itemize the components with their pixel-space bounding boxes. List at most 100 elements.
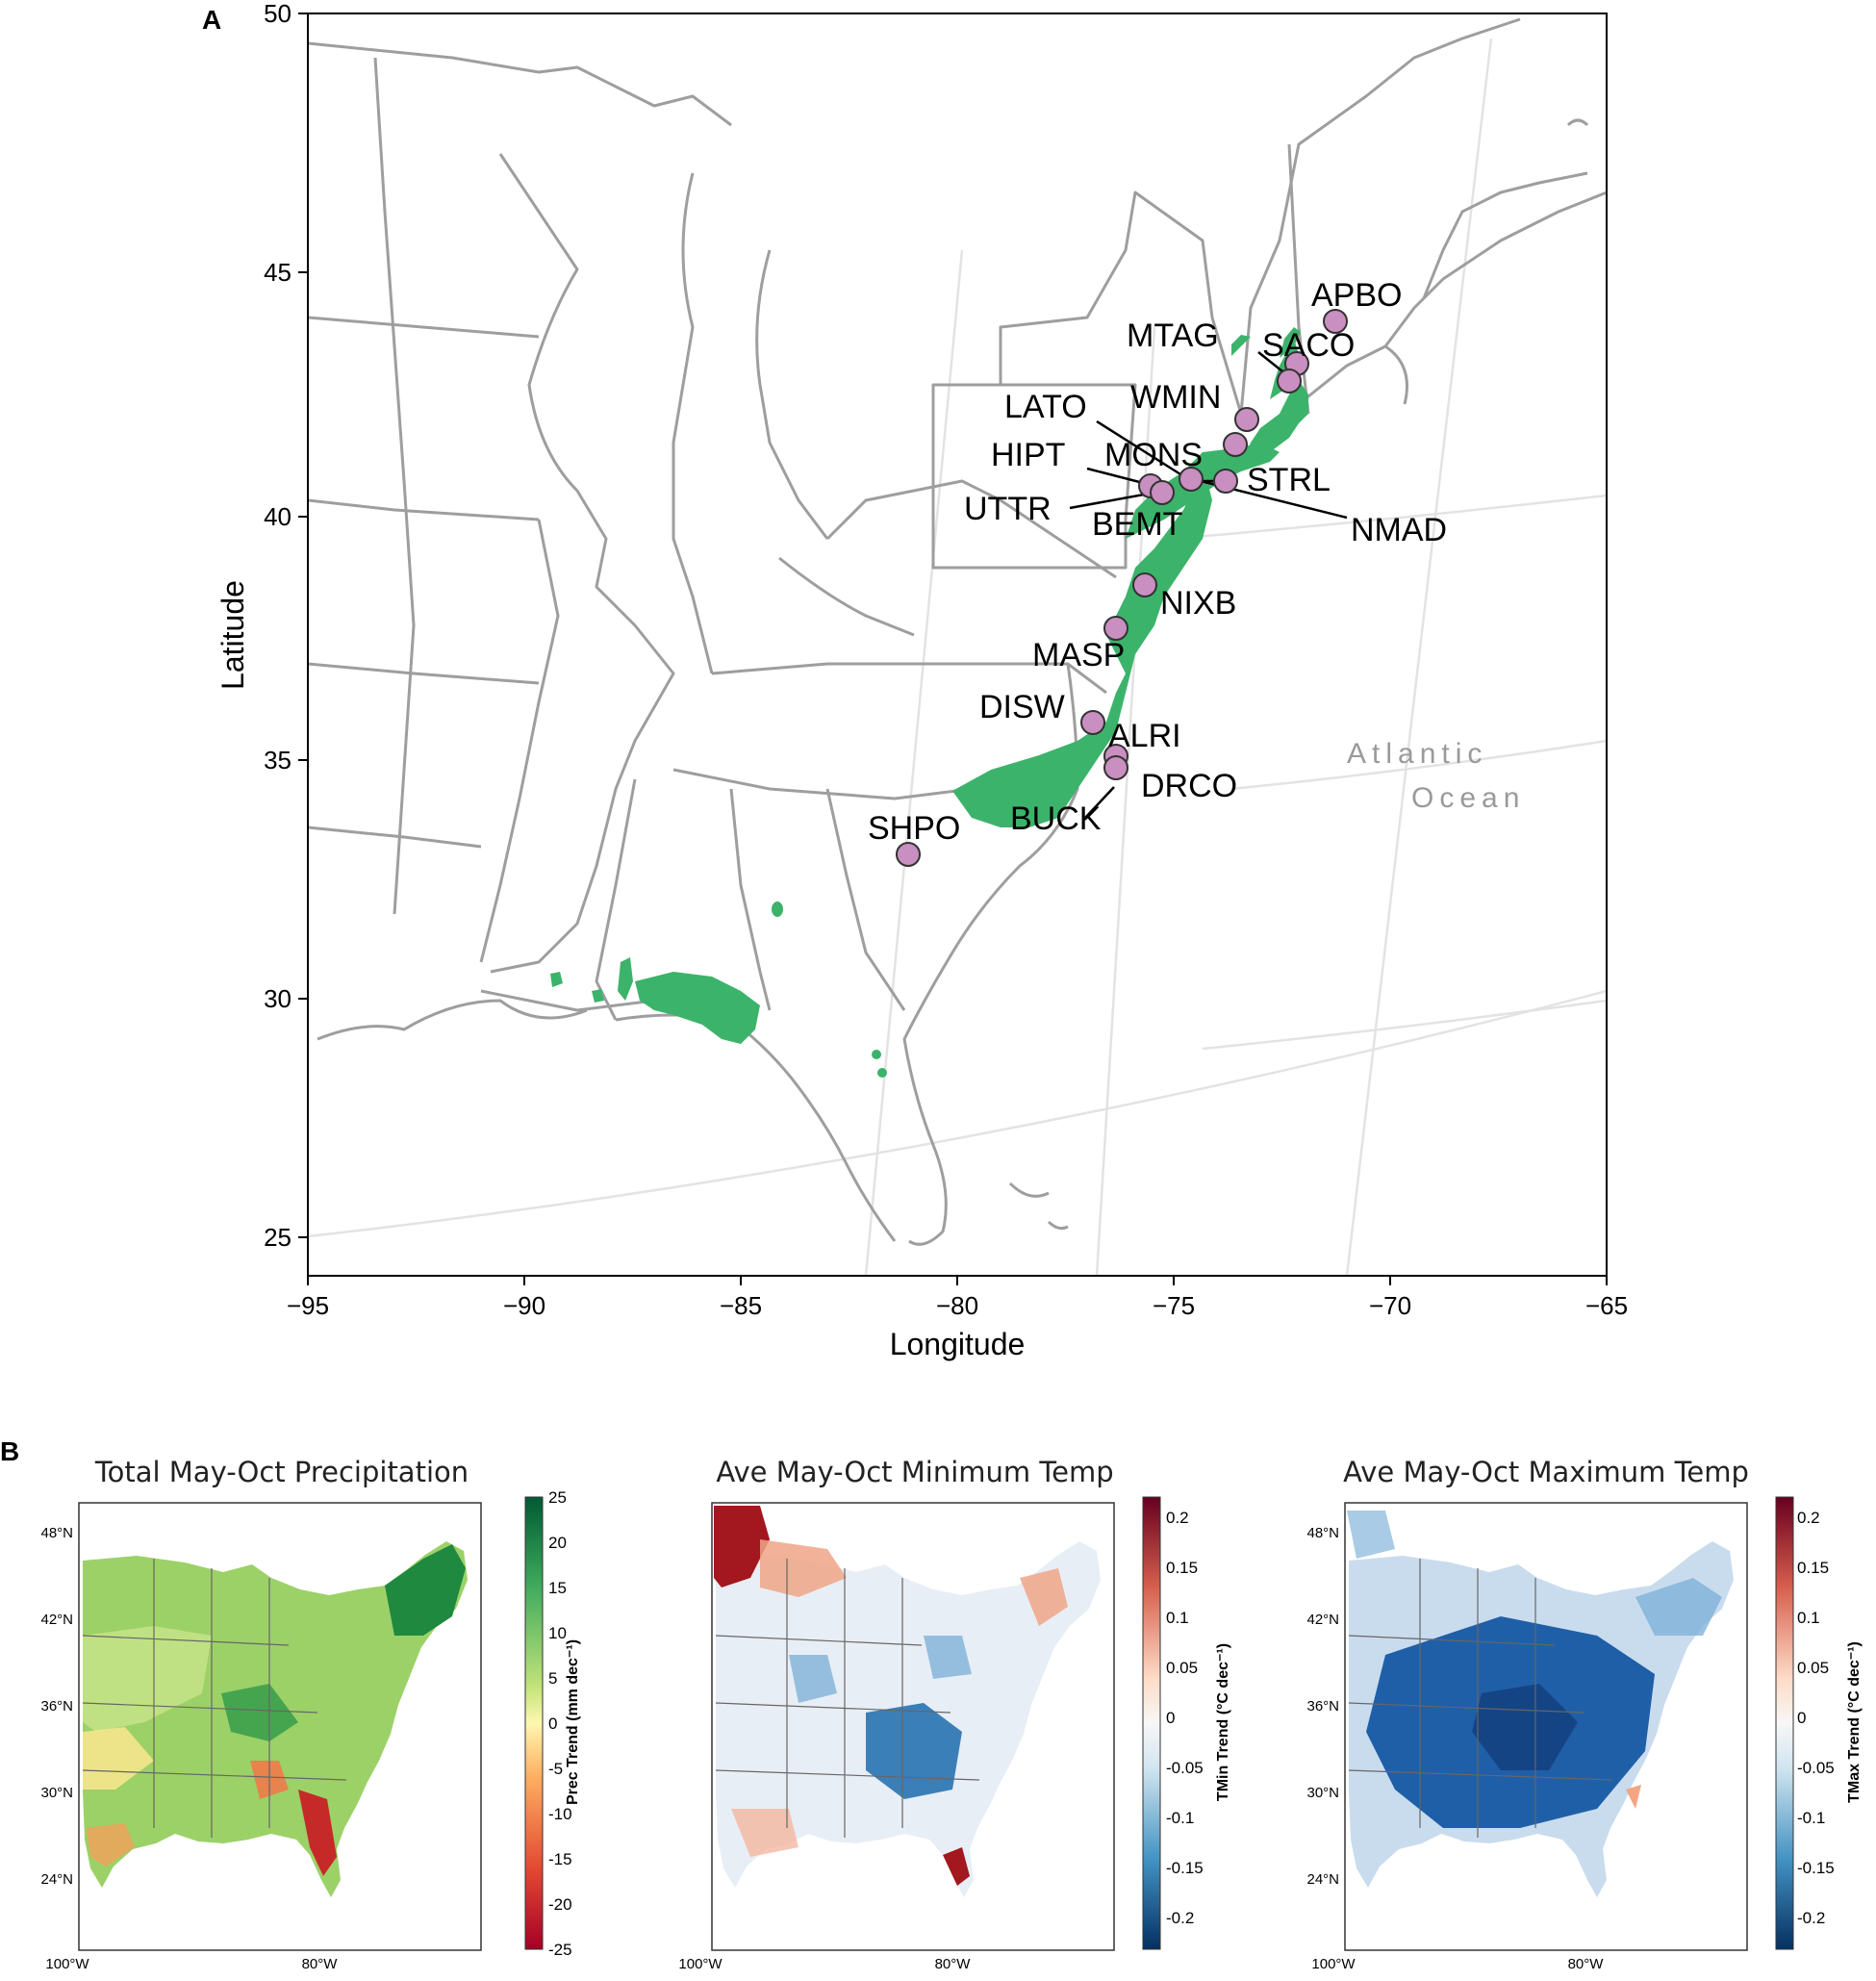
lon-tick-label: 100°W [1311, 1956, 1356, 1972]
site-label: LATO [1004, 389, 1087, 425]
lat-tick-label: 24°N [40, 1871, 73, 1888]
lat-tick-label: 36°N [1306, 1698, 1339, 1714]
tmax-map-title: Ave May-Oct Maximum Temp [1343, 1456, 1749, 1488]
colorbar-tick: -0.15 [1166, 1859, 1204, 1877]
colorbar-tick: 0.15 [1166, 1559, 1198, 1577]
lat-tick-label: 48°N [1306, 1525, 1339, 1541]
tmax-trend-map: Ave May-Oct Maximum Temp 48°N 42°N 36°N … [1306, 1456, 1863, 1972]
lat-tick-label: 30°N [40, 1785, 73, 1801]
site-label: NIXB [1160, 585, 1236, 622]
lon-tick-label: 80°W [302, 1956, 339, 1972]
site-markers [896, 309, 1348, 867]
lat-tick-label: 24°N [1306, 1871, 1339, 1888]
colorbar-tick: -25 [548, 1941, 572, 1959]
tmin-trend-map: Ave May-Oct Minimum Temp 100°W 80°W 0.2 … [678, 1456, 1231, 1972]
site-marker-uttr [1150, 480, 1175, 505]
lon-tick-label: 100°W [678, 1956, 723, 1972]
y-tick-label: 35 [264, 746, 292, 775]
site-marker-apbo [1323, 309, 1348, 334]
colorbar-tick: -0.05 [1797, 1759, 1835, 1777]
colorbar-tick: 20 [548, 1534, 567, 1552]
colorbar-tick: 0.15 [1797, 1559, 1829, 1577]
colorbar-tick: -0.05 [1166, 1759, 1204, 1777]
colorbar-tick: 0.2 [1797, 1509, 1820, 1527]
site-label: NMAD [1351, 512, 1447, 548]
site-marker-nixb [1132, 572, 1157, 597]
colorbar-tick: -0.15 [1797, 1859, 1835, 1877]
site-marker-strl [1213, 469, 1238, 494]
lat-tick-label: 30°N [1306, 1785, 1339, 1801]
lat-tick-label: 42°N [1306, 1612, 1339, 1628]
x-tick-label: −70 [1369, 1291, 1411, 1320]
y-tick-label: 50 [264, 0, 292, 28]
panel-a-axes-frame [307, 13, 1608, 1277]
precip-map-title: Total May-Oct Precipitation [94, 1456, 469, 1488]
tmin-colorbar [1142, 1496, 1161, 1950]
precip-colorbar-ticks: 25 20 15 10 5 0 -5 -10 -15 -20 -25 [548, 1488, 572, 1959]
x-axis-label: Longitude [890, 1327, 1026, 1361]
site-label: BEMT [1092, 506, 1182, 543]
colorbar-tick: 15 [548, 1579, 567, 1597]
colorbar-tick: -20 [548, 1895, 572, 1914]
tmin-colorbar-label: TMin Trend (°C dec⁻¹) [1215, 1643, 1231, 1801]
site-marker-wmin-2 [1223, 432, 1248, 457]
site-marker-drco [1103, 755, 1128, 780]
x-axis: −95 −90 −85 −80 −75 −70 −65 Longitude [287, 1276, 1628, 1361]
site-labels: APBO SACO MTAG WMIN LATO MONS HIPT STRL … [868, 277, 1447, 847]
site-marker-mons [1179, 467, 1204, 492]
ocean-label: Atlantic [1347, 738, 1487, 770]
colorbar-tick: 0.2 [1166, 1509, 1189, 1527]
site-label: APBO [1311, 277, 1402, 314]
colorbar-tick: 0 [1797, 1709, 1806, 1727]
site-label: ALRI [1108, 718, 1181, 754]
site-label: SHPO [868, 810, 960, 847]
precip-colorbar-label: Prec Trend (mm dec⁻¹) [565, 1639, 581, 1805]
site-label: DISW [979, 689, 1065, 725]
colorbar-tick: -0.1 [1166, 1809, 1194, 1827]
lon-tick-label: 100°W [45, 1956, 89, 1972]
colorbar-tick: -10 [548, 1805, 572, 1823]
colorbar-tick: -5 [548, 1760, 563, 1778]
site-label: MASP [1032, 637, 1125, 673]
site-label: HIPT [991, 437, 1065, 473]
colorbar-tick: 0 [1166, 1709, 1175, 1727]
panel-a-map [308, 17, 1607, 1276]
precip-colorbar [524, 1496, 544, 1950]
colorbar-tick: -0.2 [1797, 1909, 1825, 1927]
lat-tick-label: 36°N [40, 1698, 73, 1714]
tmax-colorbar-label: TMax Trend (°C dec⁻¹) [1846, 1641, 1863, 1803]
site-label: UTTR [964, 491, 1052, 527]
colorbar-tick: 10 [548, 1624, 567, 1642]
colorbar-tick: -0.2 [1166, 1909, 1194, 1927]
x-tick-label: −75 [1153, 1291, 1195, 1320]
ocean-label: Ocean [1411, 782, 1525, 814]
x-tick-label: −85 [720, 1291, 762, 1320]
colorbar-tick: -0.1 [1797, 1809, 1825, 1827]
site-leader-lines [1069, 351, 1348, 819]
x-tick-label: −65 [1585, 1291, 1628, 1320]
y-tick-label: 40 [264, 502, 292, 531]
lat-tick-label: 48°N [40, 1525, 73, 1541]
panel-b-label: B [0, 1436, 19, 1466]
site-label: MTAG [1127, 317, 1219, 354]
precip-trend-map: Total May-Oct Precipitation 48°N 42°N 36… [40, 1456, 581, 1972]
lon-tick-label: 80°W [1568, 1956, 1605, 1972]
y-axis-label: Latitude [215, 580, 250, 690]
site-label: MONS [1104, 437, 1203, 473]
site-marker-masp [1103, 616, 1128, 641]
y-tick-label: 45 [264, 258, 292, 287]
lon-tick-label: 80°W [935, 1956, 972, 1972]
y-tick-label: 25 [264, 1223, 292, 1252]
site-marker-shpo [896, 842, 921, 867]
colorbar-tick: 5 [548, 1669, 557, 1688]
colorbar-tick: 25 [548, 1488, 567, 1507]
lat-tick-label: 42°N [40, 1612, 73, 1628]
x-tick-label: −95 [287, 1291, 329, 1320]
site-marker-disw [1080, 710, 1105, 735]
tmin-map-title: Ave May-Oct Minimum Temp [716, 1456, 1113, 1488]
site-marker-mtag [1277, 368, 1302, 394]
x-tick-label: −80 [936, 1291, 978, 1320]
graticule [308, 38, 1607, 1276]
site-label: SACO [1262, 327, 1355, 364]
